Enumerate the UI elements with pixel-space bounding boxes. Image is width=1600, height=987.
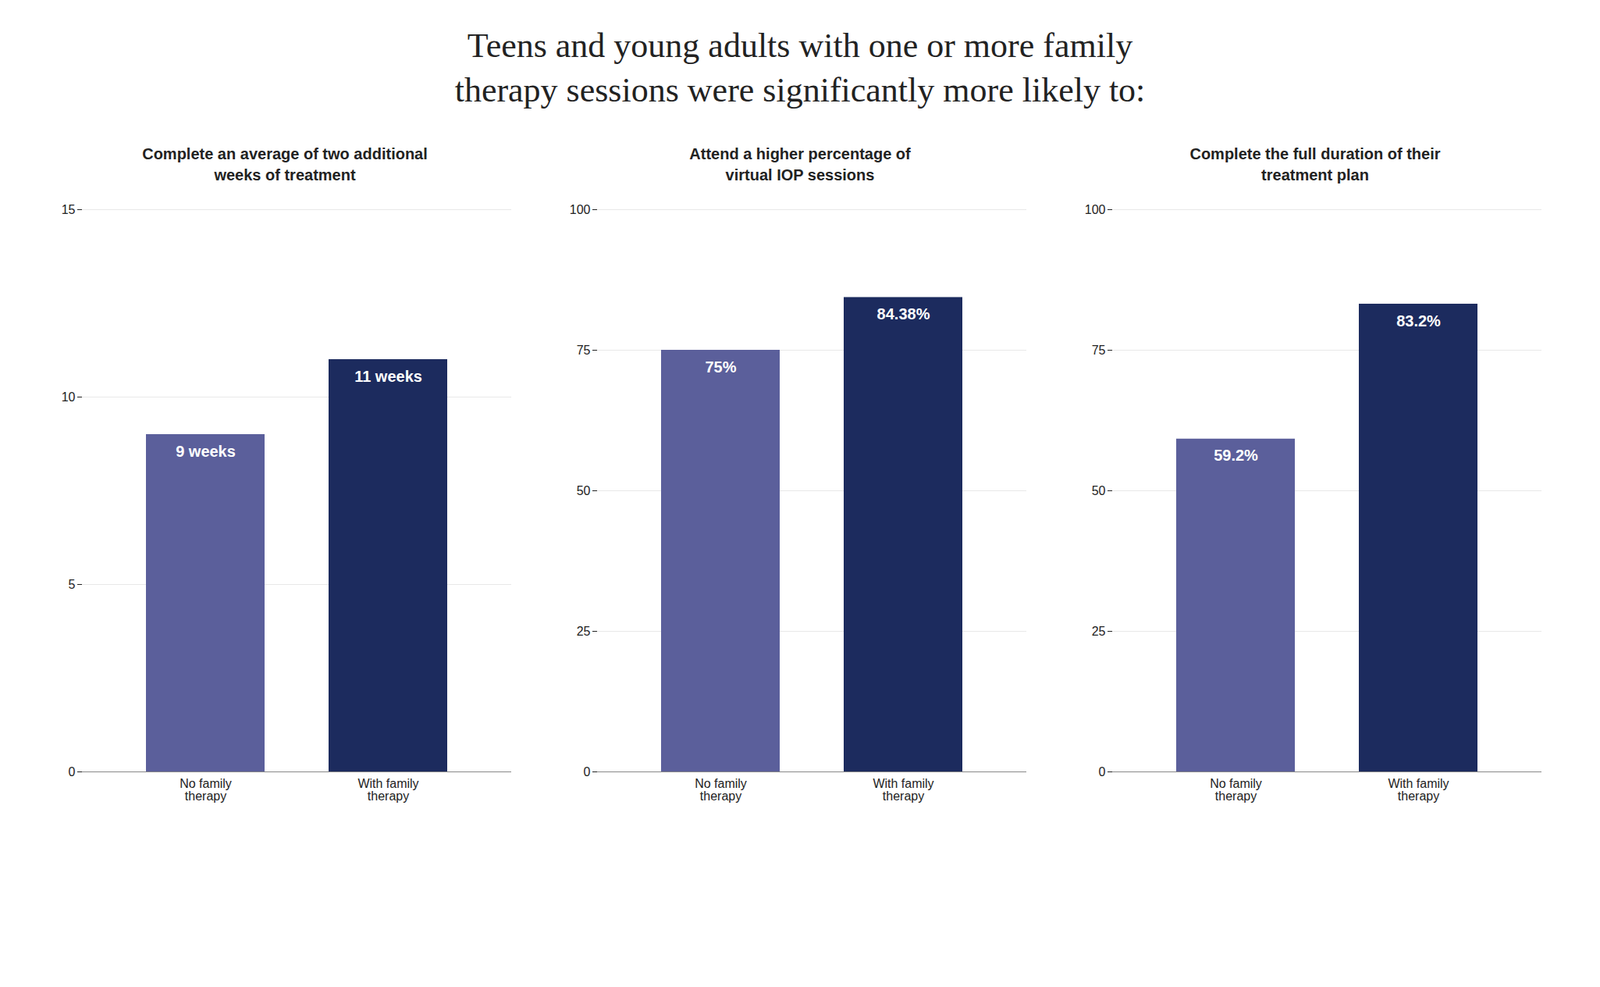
svg-text:With familytherapy: With familytherapy: [1387, 776, 1449, 803]
svg-text:5: 5: [68, 577, 76, 591]
svg-text:11 weeks: 11 weeks: [354, 367, 423, 385]
svg-text:0: 0: [583, 764, 591, 779]
html-text:Complete an average of two add: Complete an average of two additional we…: [142, 145, 428, 184]
html-text:Attend a higher percentage of: Attend a higher percentage of virtual IO…: [689, 145, 911, 184]
svg-text:100: 100: [1084, 202, 1106, 217]
svg-text:100: 100: [569, 202, 591, 217]
svg-text:84.38%: 84.38%: [877, 305, 931, 324]
svg-text:83.2%: 83.2%: [1396, 312, 1441, 330]
svg-text:0: 0: [68, 764, 76, 779]
svg-text:75: 75: [1091, 343, 1106, 357]
svg-text:25: 25: [1091, 624, 1106, 638]
html-text:Teens and young adults with on: Teens and young adults with one or more …: [454, 26, 1146, 110]
svg-text:With familytherapy: With familytherapy: [872, 776, 934, 803]
svg-text:75%: 75%: [704, 358, 736, 376]
html-text:Complete the full duration of: Complete the full duration of their trea…: [1189, 145, 1441, 184]
svg-text:With familytherapy: With familytherapy: [357, 776, 419, 803]
svg-text:No familytherapy: No familytherapy: [1209, 776, 1263, 803]
svg-text:0: 0: [1098, 764, 1106, 779]
svg-text:50: 50: [1091, 483, 1106, 498]
svg-text:No familytherapy: No familytherapy: [694, 776, 747, 803]
svg-text:50: 50: [576, 483, 591, 498]
svg-text:25: 25: [576, 624, 591, 638]
svg-text:15: 15: [61, 202, 76, 217]
svg-text:59.2%: 59.2%: [1213, 447, 1259, 465]
svg-text:10: 10: [61, 390, 76, 404]
svg-text:75: 75: [576, 343, 591, 357]
svg-text:No familytherapy: No familytherapy: [179, 776, 232, 803]
svg-text:9 weeks: 9 weeks: [175, 442, 236, 460]
